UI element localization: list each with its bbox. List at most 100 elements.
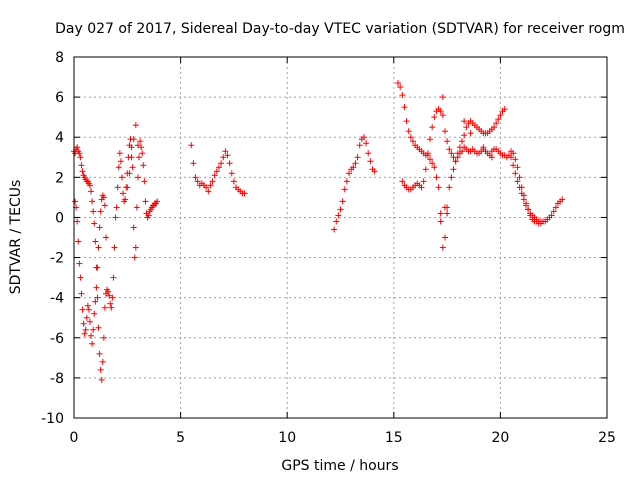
x-axis-label: GPS time / hours: [281, 458, 398, 474]
data-point-marker: [78, 162, 85, 169]
data-point-marker: [80, 320, 87, 327]
data-point-marker: [92, 238, 99, 245]
data-point-marker: [129, 164, 136, 171]
data-point-marker: [346, 170, 353, 177]
data-point-marker: [108, 304, 115, 311]
data-point-marker: [82, 326, 89, 333]
data-point-marker: [446, 184, 453, 191]
data-point-marker: [444, 138, 451, 145]
data-point-marker: [95, 244, 102, 251]
data-point-marker: [117, 158, 124, 165]
data-point-marker: [85, 306, 92, 313]
data-point-marker: [140, 162, 147, 169]
data-point-marker: [112, 214, 119, 221]
data-point-marker: [136, 154, 143, 161]
y-tick-label: -4: [50, 291, 64, 307]
data-point-marker: [137, 138, 144, 145]
data-point-marker: [138, 144, 145, 151]
data-point-marker: [215, 164, 222, 171]
data-point-marker: [76, 260, 83, 267]
data-point-marker: [514, 178, 521, 185]
data-point-marker: [522, 202, 529, 209]
data-point-marker: [79, 168, 86, 175]
data-point-marker: [94, 264, 101, 271]
data-point-marker: [94, 294, 101, 301]
data-point-marker: [448, 174, 455, 181]
data-point-marker: [431, 164, 438, 171]
data-point-marker: [437, 108, 444, 115]
x-tick-label: 15: [385, 430, 403, 446]
data-point-marker: [113, 204, 120, 211]
data-point-marker: [192, 174, 199, 181]
y-tick-label: 2: [55, 170, 64, 186]
data-point-marker: [431, 114, 438, 121]
data-point-marker: [514, 164, 521, 171]
x-tick-label: 20: [491, 430, 509, 446]
data-point-marker: [90, 208, 97, 215]
data-point-marker: [520, 196, 527, 203]
data-point-marker: [96, 350, 103, 357]
data-point-marker: [241, 190, 248, 197]
data-point-marker: [335, 212, 342, 219]
data-point-marker: [190, 160, 197, 167]
data-point-marker: [203, 184, 210, 191]
data-point-marker: [343, 178, 350, 185]
data-point-marker: [450, 166, 457, 173]
data-point-marker: [433, 174, 440, 181]
data-point-marker: [429, 124, 436, 131]
data-point-marker: [510, 150, 517, 157]
data-point-marker: [98, 376, 105, 383]
data-point-marker: [461, 118, 468, 125]
data-point-marker: [508, 154, 515, 161]
data-point-marker: [97, 208, 104, 215]
data-point-marker: [111, 244, 118, 251]
data-point-marker: [228, 170, 235, 177]
data-point-marker: [89, 198, 96, 205]
data-point-marker: [77, 274, 84, 281]
y-tick-label: -2: [50, 251, 64, 267]
data-point-marker: [352, 160, 359, 167]
y-tick-label: -8: [50, 371, 64, 387]
data-point-marker: [102, 234, 109, 241]
data-point-marker: [90, 326, 97, 333]
data-point-marker: [371, 168, 378, 175]
data-point-marker: [101, 304, 108, 311]
data-point-marker: [446, 146, 453, 153]
data-point-marker: [131, 254, 138, 261]
data-point-marker: [540, 218, 547, 225]
data-point-marker: [134, 174, 141, 181]
data-point-marker: [77, 154, 84, 161]
data-point-marker: [448, 150, 455, 157]
data-point-marker: [78, 290, 85, 297]
data-point-marker: [512, 156, 519, 163]
data-point-marker: [439, 112, 446, 119]
data-point-marker: [461, 132, 468, 139]
data-point-marker: [559, 196, 566, 203]
data-point-marker: [497, 112, 504, 119]
data-point-marker: [109, 294, 116, 301]
data-point-marker: [126, 170, 133, 177]
data-point-marker: [209, 178, 216, 185]
data-point-marker: [106, 292, 113, 299]
data-point-marker: [420, 178, 427, 185]
data-point-marker: [222, 148, 229, 155]
data-point-marker: [488, 154, 495, 161]
data-point-marker: [363, 140, 370, 147]
data-point-marker: [99, 358, 106, 365]
data-point-marker: [133, 204, 140, 211]
data-point-marker: [435, 184, 442, 191]
y-tick-label: 4: [55, 130, 64, 146]
data-point-marker: [100, 334, 107, 341]
data-point-marker: [115, 164, 122, 171]
data-point-marker: [512, 170, 519, 177]
data-point-marker: [444, 210, 451, 217]
data-point-marker: [86, 318, 93, 325]
data-point-marker: [405, 128, 412, 135]
data-point-marker: [213, 168, 220, 175]
data-point-marker: [341, 186, 348, 193]
data-point-marker: [95, 324, 102, 331]
data-point-marker: [128, 144, 135, 151]
tick-label-layer: 0 5 10 15 20 25 -10 -8 -6 -4 -2 0 2 4 6 8: [41, 50, 616, 446]
data-point-marker: [365, 150, 372, 157]
